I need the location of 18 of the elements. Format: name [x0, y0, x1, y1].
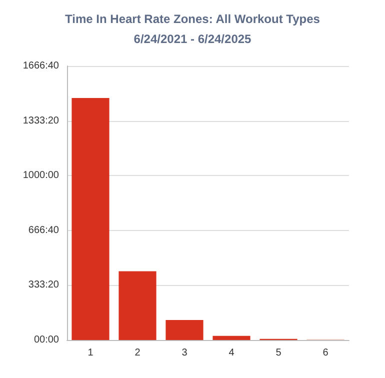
y-tick-label: 333:20: [28, 280, 60, 291]
bar: [212, 336, 250, 340]
x-tick-label: 3: [182, 348, 188, 358]
bar: [72, 98, 110, 340]
y-tick-label: 1000:00: [22, 170, 60, 182]
x-tick-label: 5: [276, 348, 282, 358]
bar: [118, 271, 156, 340]
y-tick-label: 1666:40: [22, 60, 60, 72]
x-tick-label: 4: [228, 348, 235, 358]
y-tick-label: 666:40: [28, 224, 60, 236]
bar: [166, 320, 204, 340]
y-tick-label: 1333:20: [22, 115, 60, 126]
x-tick-label: 6: [322, 348, 329, 358]
y-tick-label: 00:00: [34, 334, 60, 346]
x-tick-label: 2: [134, 348, 141, 358]
chart-subtitle: 6/24/2021 - 6/24/2025: [134, 32, 252, 46]
x-tick-label: 1: [88, 348, 94, 358]
chart-title: Time In Heart Rate Zones: All Workout Types: [65, 12, 320, 26]
